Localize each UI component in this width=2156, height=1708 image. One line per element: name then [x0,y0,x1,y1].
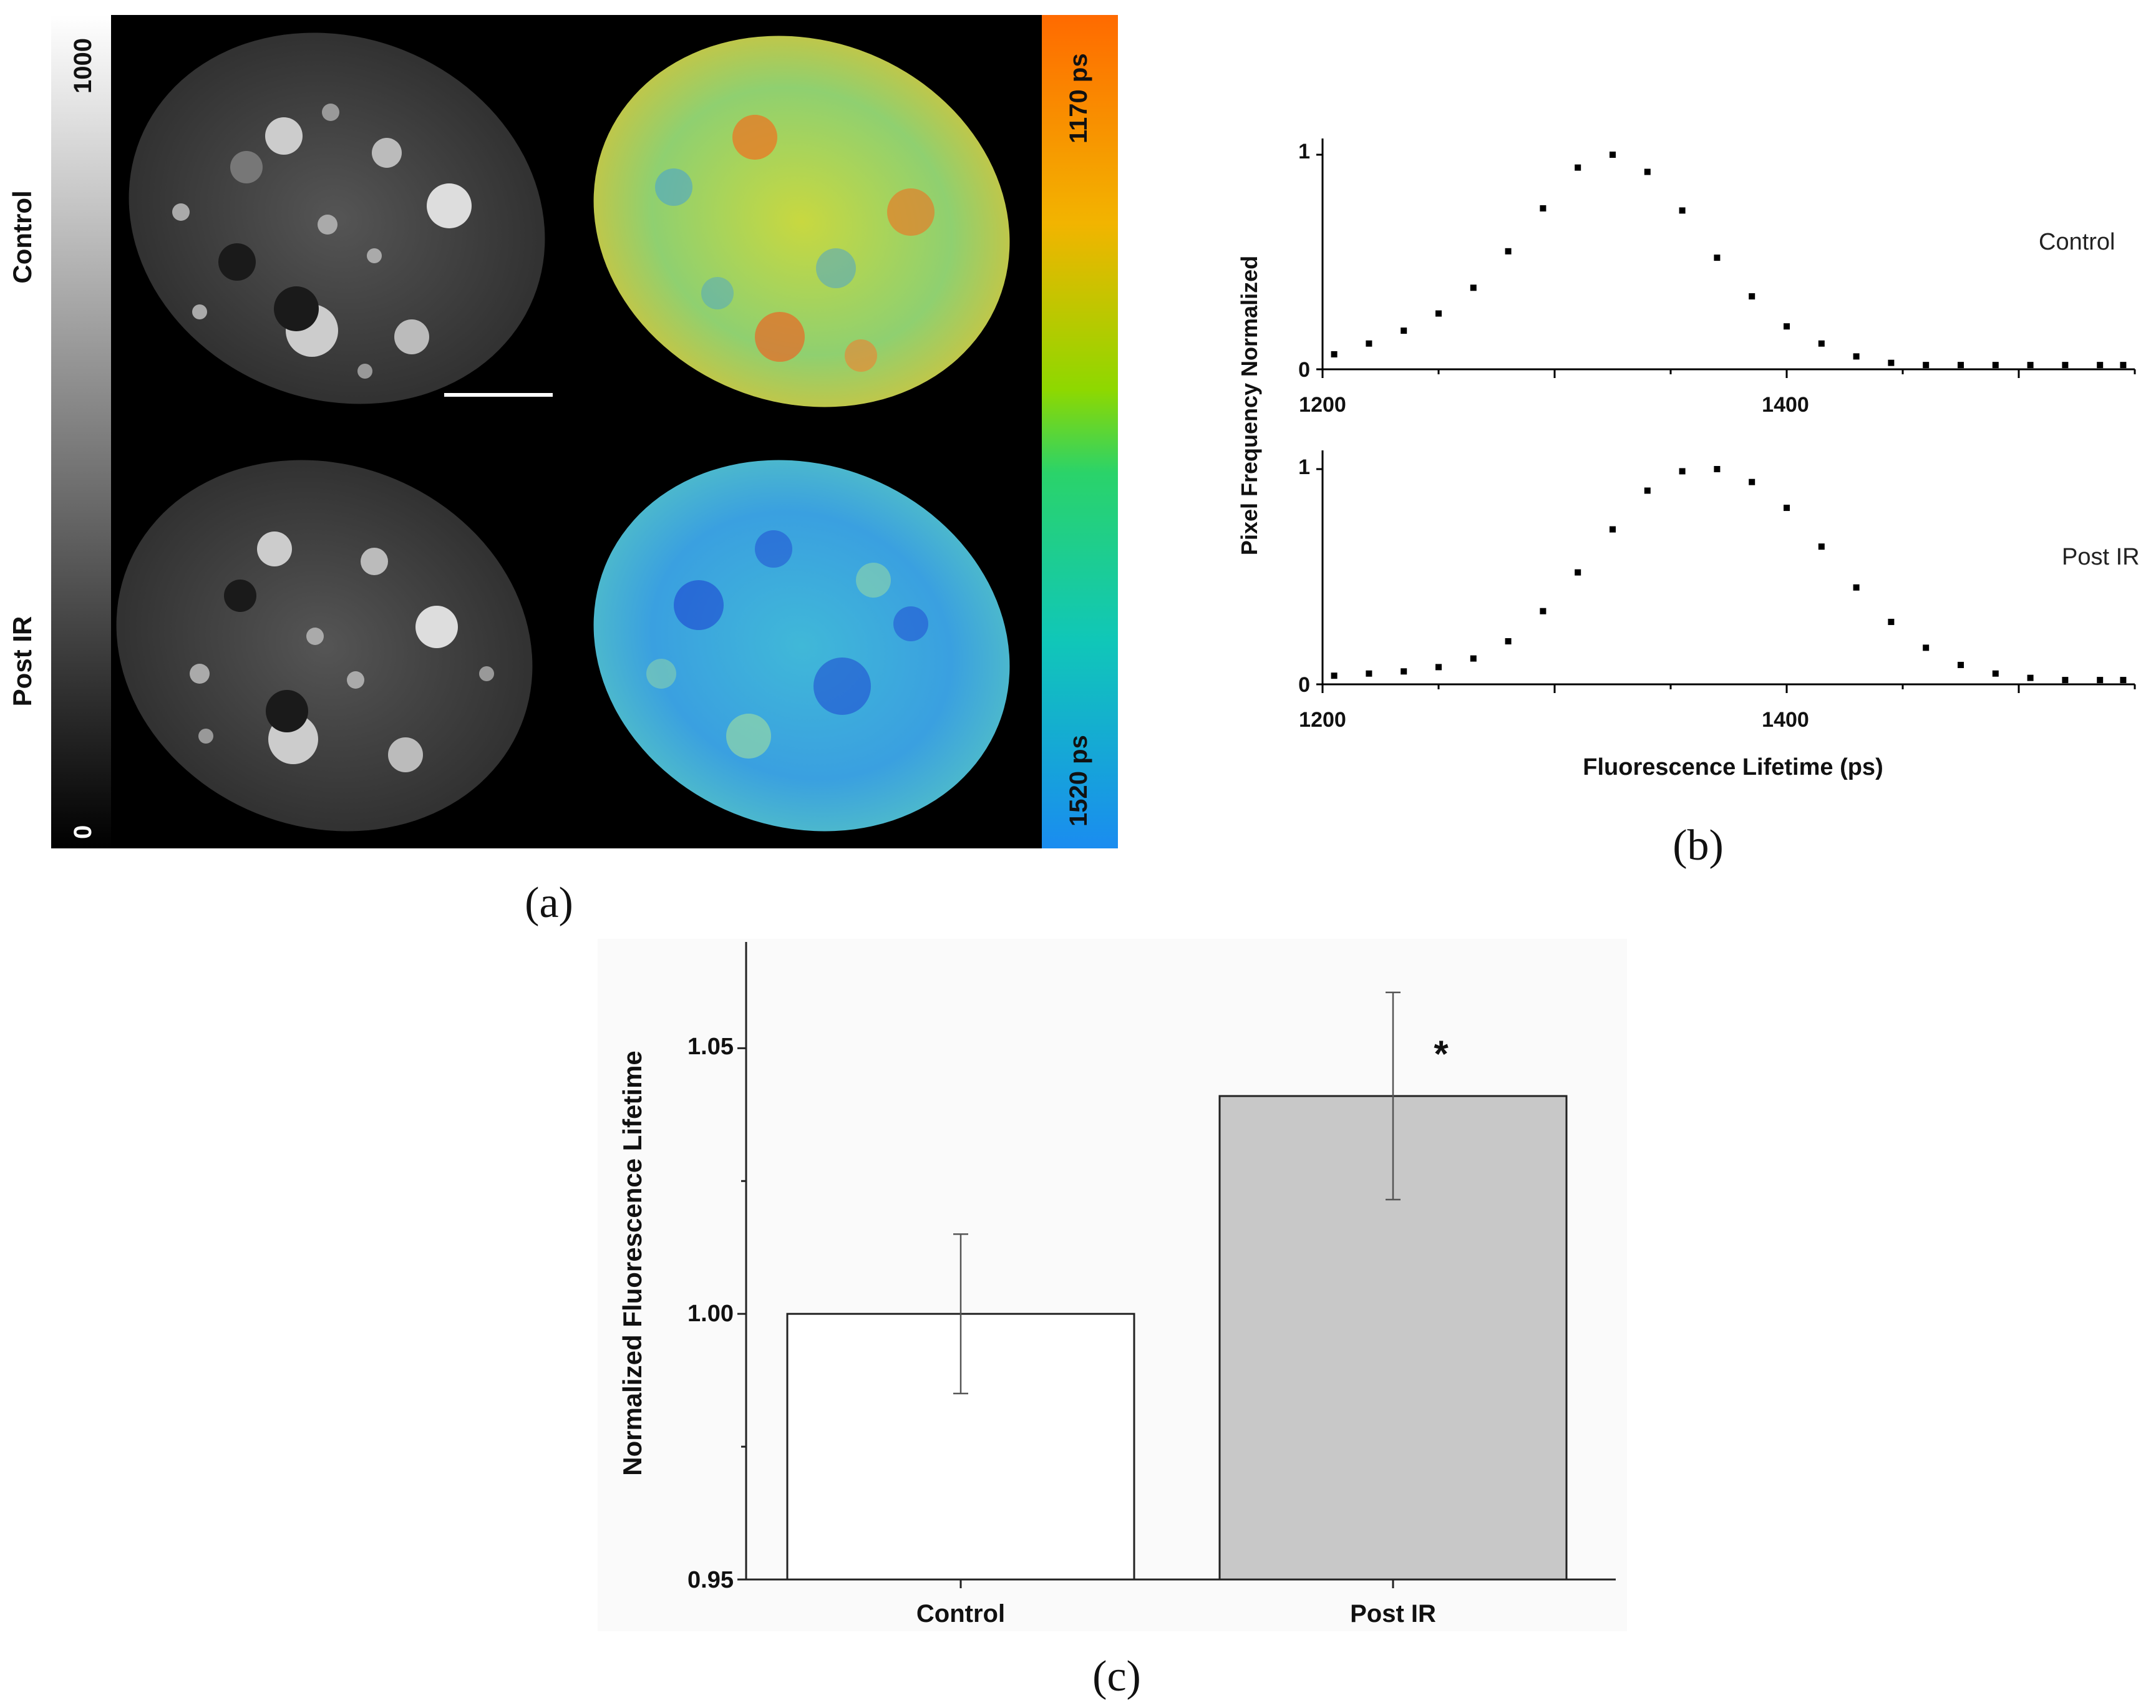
b-panel1-point-15 [1853,584,1860,591]
b-panel1-point-18 [1958,661,1964,668]
b-ticks [1316,153,2136,693]
b-panel0-point-17 [1923,362,1930,369]
panel-b: 1 0 1200 1400 1 0 1200 1400 Control Post… [1236,138,2140,870]
b-panel1-point-8 [1610,526,1616,533]
b-panel0-point-12 [1749,293,1755,300]
b-top-series-label: Control [2039,229,2115,255]
b-panel0-point-2 [1401,328,1407,334]
lifetime-image-control [593,36,1010,407]
b-panel0-point-8 [1610,152,1616,158]
b-panel0-point-0 [1331,351,1338,357]
b-bottom-ytick-0: 0 [1298,673,1310,697]
b-bottom-xtick-1200: 1200 [1299,708,1346,732]
b-panel0-point-13 [1784,323,1790,330]
c-xtick-label-post-ir: Post IR [1350,1600,1436,1628]
b-panel1-point-3 [1435,664,1442,671]
b-panel1-point-9 [1644,487,1651,494]
b-top-ytick-1: 1 [1298,140,1310,163]
b-panel0-point-10 [1679,207,1686,214]
b-panel1-point-11 [1714,466,1721,472]
intensity-colorbar [51,15,111,848]
c-ytick-label-095: 0.95 [687,1567,734,1593]
b-panel0-point-18 [1958,362,1964,369]
b-ylabel: Pixel Frequency Normalized [1236,256,1262,555]
b-bottom-ytick-1: 1 [1298,455,1310,479]
b-panel1-point-23 [2120,677,2127,684]
panel-c: 0.95 1.00 1.05 Control Post IR Normalize… [598,939,1627,1701]
intensity-image-control [129,32,553,404]
b-panel1-point-17 [1923,644,1930,651]
b-panel0-point-9 [1644,168,1651,175]
intensity-min-label: 0 [69,825,97,839]
b-panel0-point-20 [2027,362,2034,369]
b-top-xtick-1200: 1200 [1299,393,1346,417]
b-panel0-point-6 [1540,205,1547,211]
b-panel1-point-16 [1888,618,1895,625]
c-ytick-label-100: 1.00 [687,1301,734,1327]
b-panel1-point-6 [1540,608,1547,614]
b-panel0-point-19 [1992,362,1999,369]
b-bottom-points [1331,466,2127,684]
c-xtick-label-control: Control [916,1600,1005,1628]
b-panel1-point-14 [1818,543,1825,550]
c-significance-star: * [1434,1033,1449,1075]
b-panel0-point-1 [1366,340,1372,347]
caption-c: (c) [1092,1652,1141,1701]
b-top-xtick-1400: 1400 [1762,393,1809,417]
b-panel1-point-13 [1784,505,1790,512]
b-panel1-point-20 [2027,674,2034,681]
b-panel0-point-4 [1470,284,1477,291]
c-ticks [737,1047,1394,1588]
caption-b: (b) [1673,822,1724,870]
b-panel1-point-22 [2097,677,2104,684]
b-bottom-series-label: Post IR [2062,544,2140,570]
b-panel1-point-19 [1992,670,1999,677]
b-panel1-point-0 [1331,672,1338,679]
lifetime-colorbar [1042,15,1118,848]
b-panel0-point-22 [2097,362,2104,369]
b-panel1-point-12 [1749,478,1755,485]
row-label-control: Control [7,190,37,283]
b-panel0-point-14 [1818,340,1825,347]
c-bars [786,991,1568,1581]
b-panel1-point-21 [2062,677,2069,684]
b-panel0-point-5 [1505,248,1512,255]
intensity-max-label: 1000 [69,38,97,94]
b-top-points [1331,152,2127,369]
b-bottom-xtick-1400: 1400 [1762,708,1809,732]
b-top-ytick-0: 0 [1298,358,1310,382]
b-panel0-point-21 [2062,362,2069,369]
lifetime-top-label: 1170 ps [1065,53,1092,143]
caption-a: (a) [525,879,573,927]
b-panel0-point-11 [1714,255,1721,261]
b-panel1-point-5 [1505,638,1512,644]
b-panel0-point-23 [2120,362,2127,369]
b-panel0-point-15 [1853,353,1860,360]
panel-a: 1000 0 1170 ps 1520 ps Control Post IR [7,15,1118,927]
b-panel1-point-4 [1470,655,1477,662]
row-label-post-ir: Post IR [7,616,37,707]
lifetime-bottom-label: 1520 ps [1065,735,1092,827]
b-panel0-point-7 [1575,164,1581,171]
b-panel1-point-1 [1366,670,1372,677]
b-xlabel: Fluorescence Lifetime (ps) [1583,754,1883,780]
b-panel1-point-2 [1401,668,1407,675]
c-ylabel: Normalized Fluorescence Lifetime [618,1051,647,1476]
b-panel0-point-16 [1888,359,1895,366]
c-ytick-label-105: 1.05 [687,1034,734,1060]
b-panel1-point-10 [1679,468,1686,475]
lifetime-image-post-ir [593,460,1010,832]
b-panel0-point-3 [1435,310,1442,317]
intensity-image-post-ir [116,460,533,832]
b-panel1-point-7 [1575,569,1581,576]
